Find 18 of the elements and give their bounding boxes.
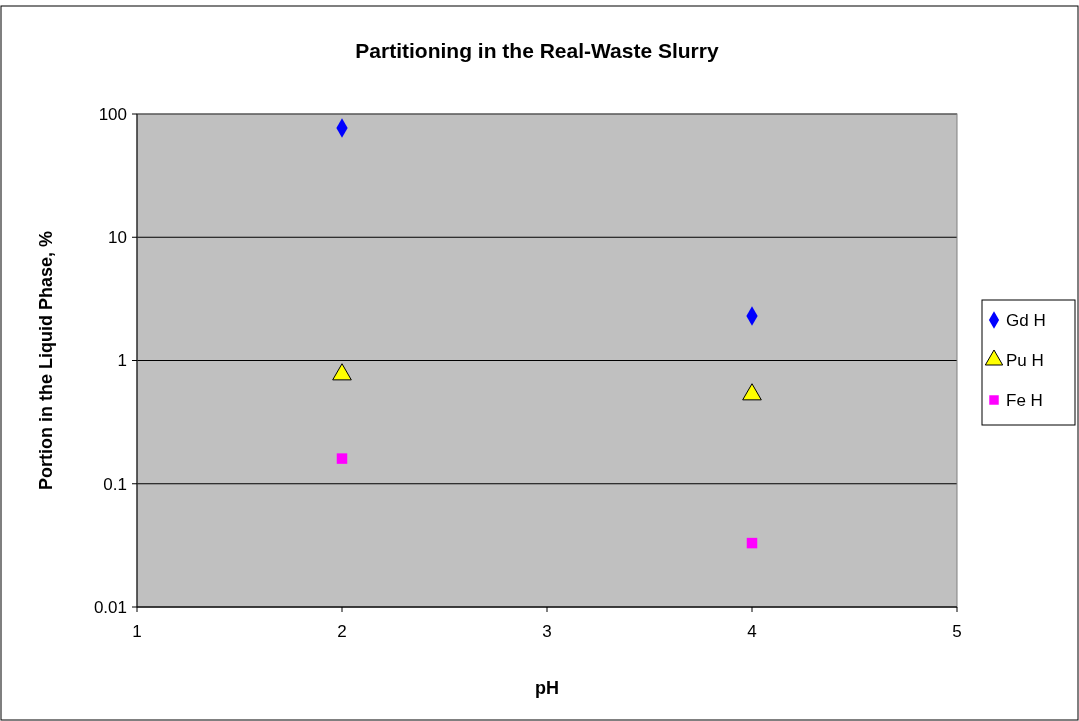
y-tick-label: 100: [98, 104, 127, 124]
x-axis-title: pH: [535, 678, 559, 698]
x-tick-label: 3: [542, 622, 552, 641]
y-tick-label: 1: [117, 351, 127, 371]
y-axis-title: Portion in the Liquid Phase, %: [36, 230, 56, 491]
chart-title: Partitioning in the Real-Waste Slurry: [355, 39, 719, 62]
x-tick-label: 4: [747, 622, 757, 641]
x-tick-label: 2: [337, 622, 347, 641]
point: [746, 537, 758, 549]
x-tick-label: 5: [952, 622, 962, 641]
legend-label: Pu H: [1006, 350, 1044, 370]
legend-label: Gd H: [1006, 310, 1046, 330]
y-tick-label: 0.01: [93, 597, 127, 617]
point: [336, 453, 348, 464]
x-tick-label: 1: [132, 622, 142, 641]
y-tick-label: 0.1: [103, 474, 127, 494]
legend-label: Fe H: [1006, 390, 1043, 410]
y-tick-label: 10: [108, 228, 127, 248]
